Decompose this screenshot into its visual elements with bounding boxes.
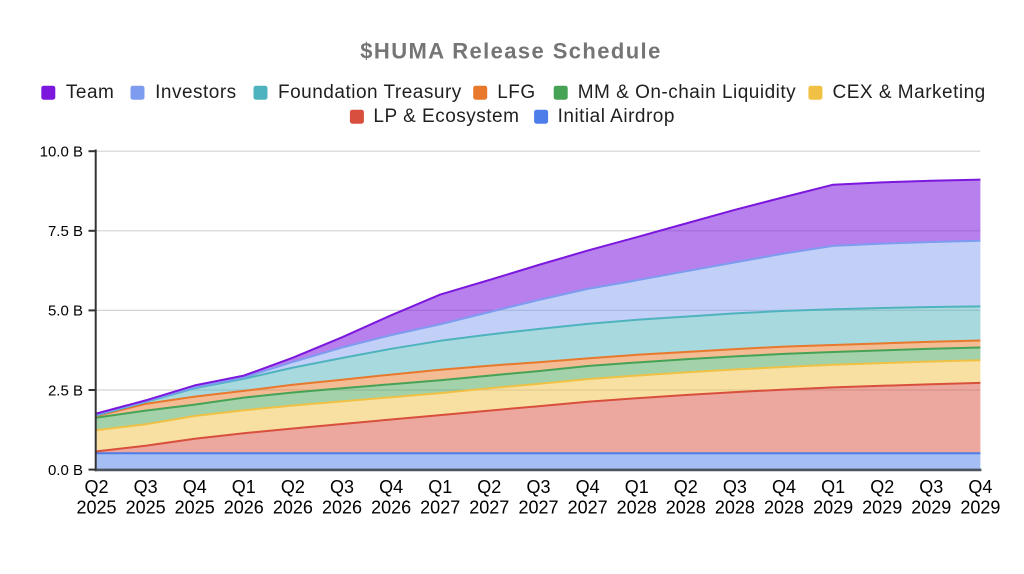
svg-text:Foundation Treasury: Foundation Treasury: [278, 82, 462, 103]
svg-text:2028: 2028: [666, 497, 706, 517]
svg-text:Q4: Q4: [379, 477, 403, 497]
svg-text:2025: 2025: [175, 497, 215, 517]
svg-text:Initial Airdrop: Initial Airdrop: [558, 106, 675, 127]
svg-text:2.5 B: 2.5 B: [48, 382, 83, 399]
svg-text:Team: Team: [66, 82, 114, 103]
svg-text:Q1: Q1: [625, 477, 649, 497]
svg-text:2025: 2025: [126, 497, 166, 517]
svg-text:Q3: Q3: [919, 477, 943, 497]
svg-text:0.0 B: 0.0 B: [48, 462, 83, 479]
svg-text:Q1: Q1: [428, 477, 452, 497]
svg-text:Q2: Q2: [870, 477, 894, 497]
svg-text:CEX & Marketing: CEX & Marketing: [833, 82, 986, 103]
svg-text:$HUMA Release Schedule: $HUMA Release Schedule: [360, 38, 661, 63]
svg-text:MM & On-chain Liquidity: MM & On-chain Liquidity: [578, 82, 796, 103]
svg-text:Q3: Q3: [134, 477, 158, 497]
svg-text:Q1: Q1: [821, 477, 845, 497]
svg-text:Q4: Q4: [772, 477, 796, 497]
svg-text:2028: 2028: [764, 497, 804, 517]
svg-text:10.0 B: 10.0 B: [40, 144, 83, 161]
svg-text:7.5 B: 7.5 B: [48, 223, 83, 240]
svg-text:Q2: Q2: [674, 477, 698, 497]
svg-text:2027: 2027: [518, 497, 558, 517]
svg-text:2025: 2025: [76, 497, 116, 517]
svg-text:Q2: Q2: [84, 477, 108, 497]
svg-text:2027: 2027: [568, 497, 608, 517]
svg-text:LFG: LFG: [497, 82, 535, 103]
svg-text:2028: 2028: [715, 497, 755, 517]
svg-text:2029: 2029: [813, 497, 853, 517]
svg-text:Q3: Q3: [723, 477, 747, 497]
svg-text:Q3: Q3: [526, 477, 550, 497]
svg-text:2026: 2026: [273, 497, 313, 517]
svg-text:Q2: Q2: [477, 477, 501, 497]
svg-text:Investors: Investors: [155, 82, 237, 103]
svg-text:2027: 2027: [420, 497, 460, 517]
svg-text:2029: 2029: [862, 497, 902, 517]
svg-text:Q4: Q4: [576, 477, 600, 497]
svg-text:5.0 B: 5.0 B: [48, 303, 83, 320]
svg-text:2026: 2026: [224, 497, 264, 517]
svg-text:2029: 2029: [960, 497, 1000, 517]
svg-text:2027: 2027: [469, 497, 509, 517]
svg-text:2028: 2028: [617, 497, 657, 517]
svg-text:2026: 2026: [322, 497, 362, 517]
svg-text:2029: 2029: [911, 497, 951, 517]
svg-text:Q4: Q4: [968, 477, 992, 497]
svg-text:Q4: Q4: [183, 477, 207, 497]
svg-text:Q3: Q3: [330, 477, 354, 497]
svg-text:Q2: Q2: [281, 477, 305, 497]
svg-text:LP & Ecosystem: LP & Ecosystem: [373, 106, 519, 127]
svg-text:2026: 2026: [371, 497, 411, 517]
svg-text:Q1: Q1: [232, 477, 256, 497]
